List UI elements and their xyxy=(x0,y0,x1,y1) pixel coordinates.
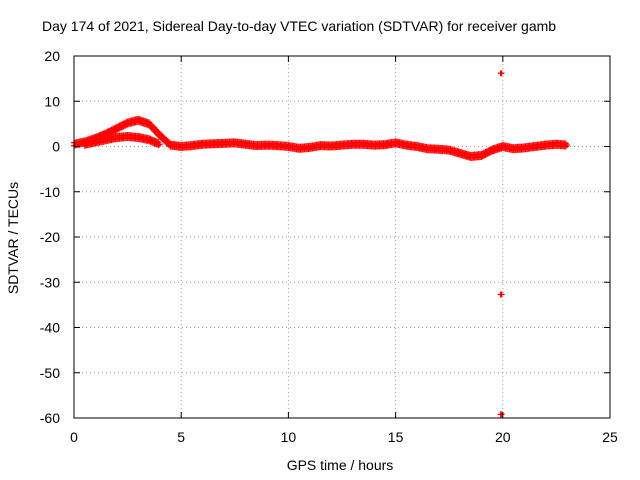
data-point xyxy=(123,122,130,129)
data-point xyxy=(155,142,162,149)
data-point xyxy=(498,411,505,418)
data-point xyxy=(116,125,123,132)
data-point xyxy=(486,149,493,156)
y-tick-label: -10 xyxy=(40,184,60,200)
y-tick-label: -30 xyxy=(40,274,60,290)
y-axis-label: SDTVAR / TECUs xyxy=(5,182,21,294)
data-point xyxy=(156,141,163,148)
data-point xyxy=(111,128,118,135)
y-tick-label: -20 xyxy=(40,229,60,245)
data-point xyxy=(487,149,494,156)
data-point xyxy=(117,124,124,131)
data-point xyxy=(113,126,120,133)
axis-ticks: 0 5 10 15 20 25 -60 -50 -40 -30 -20 -10 0 10 20 xyxy=(40,48,618,445)
data-point xyxy=(112,127,119,134)
data-point xyxy=(498,291,505,298)
y-tick-label: -50 xyxy=(40,365,60,381)
y-tick-label: 10 xyxy=(44,93,60,109)
data-point xyxy=(562,143,569,150)
x-tick-label: 25 xyxy=(602,429,618,445)
x-tick-label: 15 xyxy=(388,429,404,445)
data-point xyxy=(478,154,485,161)
data-point xyxy=(121,122,128,129)
data-point xyxy=(485,150,492,157)
y-tick-label: -40 xyxy=(40,320,60,336)
data-point xyxy=(119,124,126,131)
y-tick-label: 20 xyxy=(44,48,60,64)
data-point xyxy=(120,123,127,130)
data-point xyxy=(564,142,571,149)
y-tick-label: 0 xyxy=(52,139,60,155)
x-tick-label: 5 xyxy=(177,429,185,445)
data-point xyxy=(481,152,488,159)
x-tick-label: 20 xyxy=(495,429,511,445)
x-tick-label: 10 xyxy=(281,429,297,445)
grid-lines xyxy=(74,56,610,418)
x-axis-label: GPS time / hours xyxy=(287,457,394,473)
y-tick-label: -60 xyxy=(40,410,60,426)
chart-title: Day 174 of 2021, Sidereal Day-to-day VTE… xyxy=(42,18,556,34)
data-points xyxy=(71,70,571,418)
data-point xyxy=(483,151,490,158)
data-point xyxy=(498,70,505,77)
data-point xyxy=(482,152,489,159)
data-point xyxy=(115,126,122,133)
data-point xyxy=(479,153,486,160)
x-tick-label: 0 xyxy=(70,429,78,445)
